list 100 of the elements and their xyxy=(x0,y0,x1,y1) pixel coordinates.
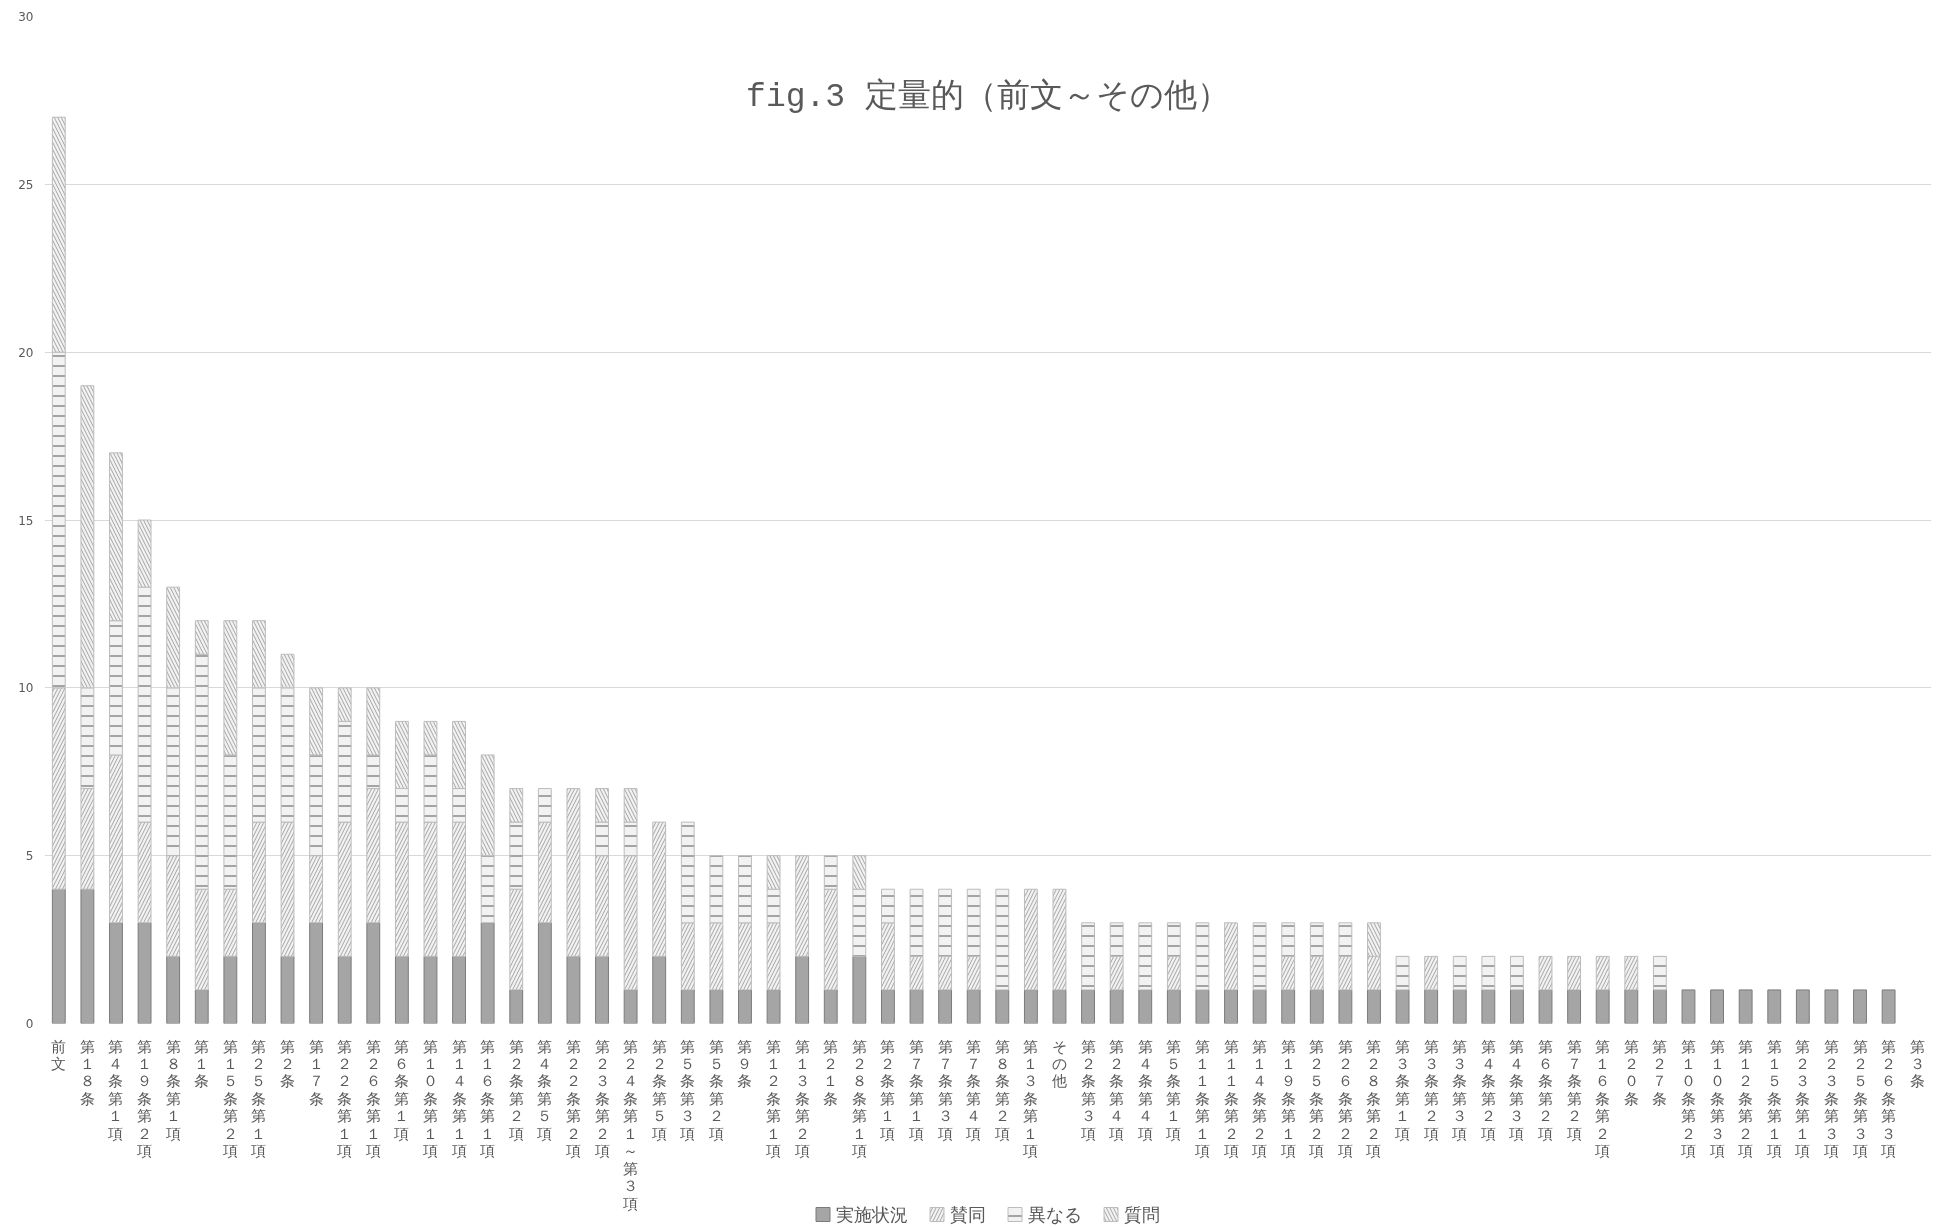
x-tick-label: 第２８条第１項 xyxy=(850,1037,867,1161)
bar xyxy=(1023,989,1038,1024)
x-tick-label: 第５条第１項 xyxy=(1165,1037,1182,1143)
x-tick-label: 第１２条第２項 xyxy=(1737,1037,1754,1161)
y-tick-label: 0 xyxy=(25,1017,34,1031)
x-tick-label: 第２５条第２項 xyxy=(1308,1037,1325,1161)
bar xyxy=(1767,989,1782,1024)
y-tick-label: 25 xyxy=(18,177,34,192)
bar xyxy=(623,989,638,1024)
bar xyxy=(280,955,295,1024)
x-tick-label: 第２５条第１項 xyxy=(250,1037,267,1161)
x-tick-label: 第７条第２項 xyxy=(1565,1037,1582,1143)
bar xyxy=(1510,989,1524,1024)
x-tick-label: 第３条 xyxy=(1909,1037,1925,1091)
x-tick-label: 第１４条第１項 xyxy=(450,1037,467,1161)
bar xyxy=(1367,989,1381,1024)
bar xyxy=(223,955,238,1024)
x-tick-label: 第４条第３項 xyxy=(1508,1037,1525,1143)
bar xyxy=(252,922,266,1024)
bar xyxy=(452,955,466,1024)
bar xyxy=(194,989,209,1024)
bar xyxy=(394,955,409,1024)
x-tick-label: 第１６条第２項 xyxy=(1594,1037,1611,1161)
bar xyxy=(1224,989,1238,1024)
bar xyxy=(1424,989,1439,1024)
x-tick-label: 第２５条第３項 xyxy=(1851,1037,1868,1161)
bar xyxy=(966,989,981,1024)
bar xyxy=(652,955,667,1024)
bar xyxy=(566,955,581,1024)
y-tick-label: 20 xyxy=(18,345,34,360)
bar xyxy=(1681,989,1696,1024)
bar xyxy=(1166,989,1181,1024)
bar xyxy=(1109,989,1124,1024)
bar xyxy=(1624,989,1639,1024)
x-tick-label: 第１０条第３項 xyxy=(1708,1037,1725,1161)
bar xyxy=(1195,989,1210,1024)
bar xyxy=(166,955,181,1024)
x-tick-label: 第４条第２項 xyxy=(1479,1037,1496,1143)
bar xyxy=(1452,989,1467,1024)
x-tick-label: 第１条 xyxy=(194,1037,210,1091)
bar xyxy=(938,989,953,1024)
bar xyxy=(909,989,924,1024)
bar xyxy=(1710,989,1724,1024)
x-tick-label: 第２６条第１項 xyxy=(364,1037,381,1161)
bar xyxy=(1481,989,1496,1024)
y-tick-label: 15 xyxy=(18,513,34,528)
y-tick-label: 30 xyxy=(18,10,34,24)
x-tick-label: 第２３条第１項 xyxy=(1794,1037,1811,1161)
bar xyxy=(1853,989,1867,1024)
bar xyxy=(1738,989,1753,1024)
x-tick-label: 第５条第３項 xyxy=(679,1037,696,1143)
bar xyxy=(709,989,724,1024)
bar xyxy=(509,989,524,1024)
x-tick-label: 第１４条第２項 xyxy=(1251,1037,1268,1161)
x-tick-label: 第２６条第３項 xyxy=(1880,1037,1897,1161)
x-tick-label: 第１７条 xyxy=(308,1037,324,1108)
x-tick-label: 第２条 xyxy=(280,1037,296,1091)
x-tick-label: 第２条第１項 xyxy=(879,1037,896,1143)
y-tick-label: 10 xyxy=(18,681,34,696)
x-tick-label: 第７条第３項 xyxy=(936,1037,953,1143)
bar xyxy=(80,888,95,1024)
x-tick-label: 第４条第１項 xyxy=(107,1037,124,1143)
x-tick-label: 第２２条第２項 xyxy=(564,1037,581,1161)
x-tick-label: 第４条第４項 xyxy=(1136,1037,1153,1143)
x-tick-label: 第２７条 xyxy=(1652,1037,1668,1108)
legend-label: 実施状況 xyxy=(836,1204,908,1225)
x-tick-label: 第２条第３項 xyxy=(1079,1037,1096,1143)
legend-label: 異なる xyxy=(1028,1204,1082,1225)
x-tick-label: 第２０条 xyxy=(1623,1037,1639,1108)
bar xyxy=(1081,989,1095,1024)
bar xyxy=(1052,989,1067,1024)
bar xyxy=(537,922,552,1024)
bar xyxy=(1538,989,1553,1024)
x-tick-label: 第２１条 xyxy=(823,1037,839,1108)
bar xyxy=(1309,989,1324,1024)
bar xyxy=(309,922,324,1024)
legend-label: 賛同 xyxy=(950,1204,986,1225)
x-tick-label: 第２３条第３項 xyxy=(1822,1037,1839,1161)
x-tick-label: 第８条第１項 xyxy=(164,1037,181,1143)
x-tick-label: 第７条第１項 xyxy=(908,1037,925,1143)
x-tick-label: 第６条第２項 xyxy=(1537,1037,1554,1143)
bar xyxy=(1567,989,1582,1024)
bar xyxy=(1252,989,1267,1024)
x-tick-label: 第１９条第２項 xyxy=(136,1037,153,1161)
x-tick-label: 第３条第２項 xyxy=(1422,1037,1439,1143)
text: fig.3 定量的（前文～その他） xyxy=(746,77,1230,116)
bar xyxy=(738,989,752,1024)
x-tick-label: 第１１条第１項 xyxy=(1193,1037,1210,1161)
x-tick-label: 第８条第２項 xyxy=(993,1037,1010,1143)
bar xyxy=(1138,989,1153,1024)
x-tick-label: 第５条第２項 xyxy=(707,1037,724,1143)
bar xyxy=(680,989,695,1024)
bar xyxy=(137,922,152,1024)
x-tick-label: 第１５条第２項 xyxy=(221,1037,238,1161)
bar xyxy=(1795,989,1810,1024)
bar xyxy=(795,955,810,1024)
category-label: 第２４条第１～第３項 xyxy=(623,1037,639,1213)
x-tick-label: 第２６条第２項 xyxy=(1336,1037,1353,1161)
x-tick-label: 第２条第２項 xyxy=(507,1037,524,1143)
bar xyxy=(1281,989,1296,1024)
